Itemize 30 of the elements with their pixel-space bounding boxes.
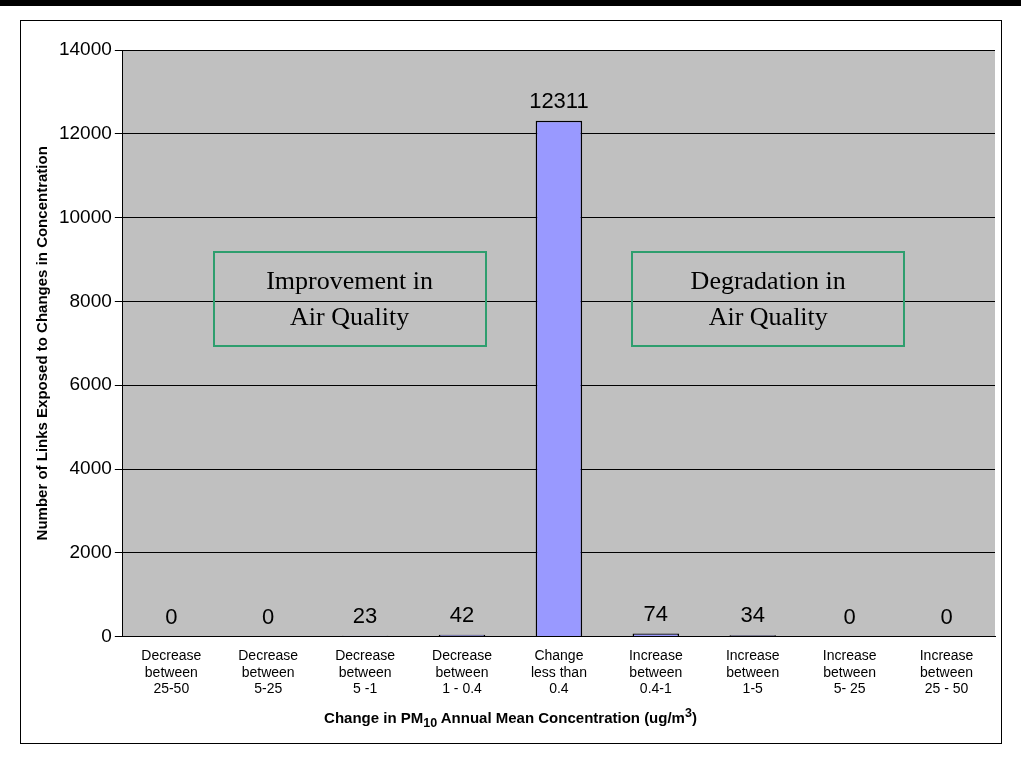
y-tick-label: 0 [101,624,112,646]
x-tick-label: Increase between 1-5 [725,646,780,697]
x-tick-label: Decrease between 5 -1 [335,646,396,697]
x-tick-label: Increase between 25 - 50 [919,646,974,697]
annotation: Improvement in Air Quality [212,250,487,347]
y-tick-label: 4000 [69,457,112,479]
data-label: 34 [740,602,765,628]
data-label: 42 [449,601,475,627]
x-tick-label: Change less than 0.4 [530,646,587,697]
y-tick-label: 12000 [58,122,112,144]
x-tick-label: Decrease between 1 - 0.4 [432,646,493,697]
data-label: 0 [940,603,953,629]
data-label: 23 [352,602,378,628]
y-axis-title: Number of Links Exposed to Changes in Concentration [33,146,51,541]
y-tick-label: 10000 [58,205,112,227]
data-label: 74 [643,600,669,626]
x-tick-label: Decrease between 25-50 [141,646,202,697]
x-tick-label: Decrease between 5-25 [238,646,299,697]
data-label: 12311 [529,87,589,113]
data-label: 0 [165,603,178,629]
y-tick-label: 14000 [58,38,112,60]
x-axis-title: Change in PM$_{10}$ Annual Mean Concentration (ug/m$^{3}$) [323,706,698,730]
data-label: 0 [843,603,856,629]
annotation: Degradation in Air Quality [631,250,906,347]
x-tick-label: Increase between 5- 25 [822,646,877,697]
y-tick-label: 2000 [69,541,112,563]
y-tick-label: 8000 [69,289,112,311]
y-tick-label: 6000 [69,373,112,395]
x-tick-label: Increase between 0.4-1 [628,646,683,697]
data-label: 0 [262,603,275,629]
